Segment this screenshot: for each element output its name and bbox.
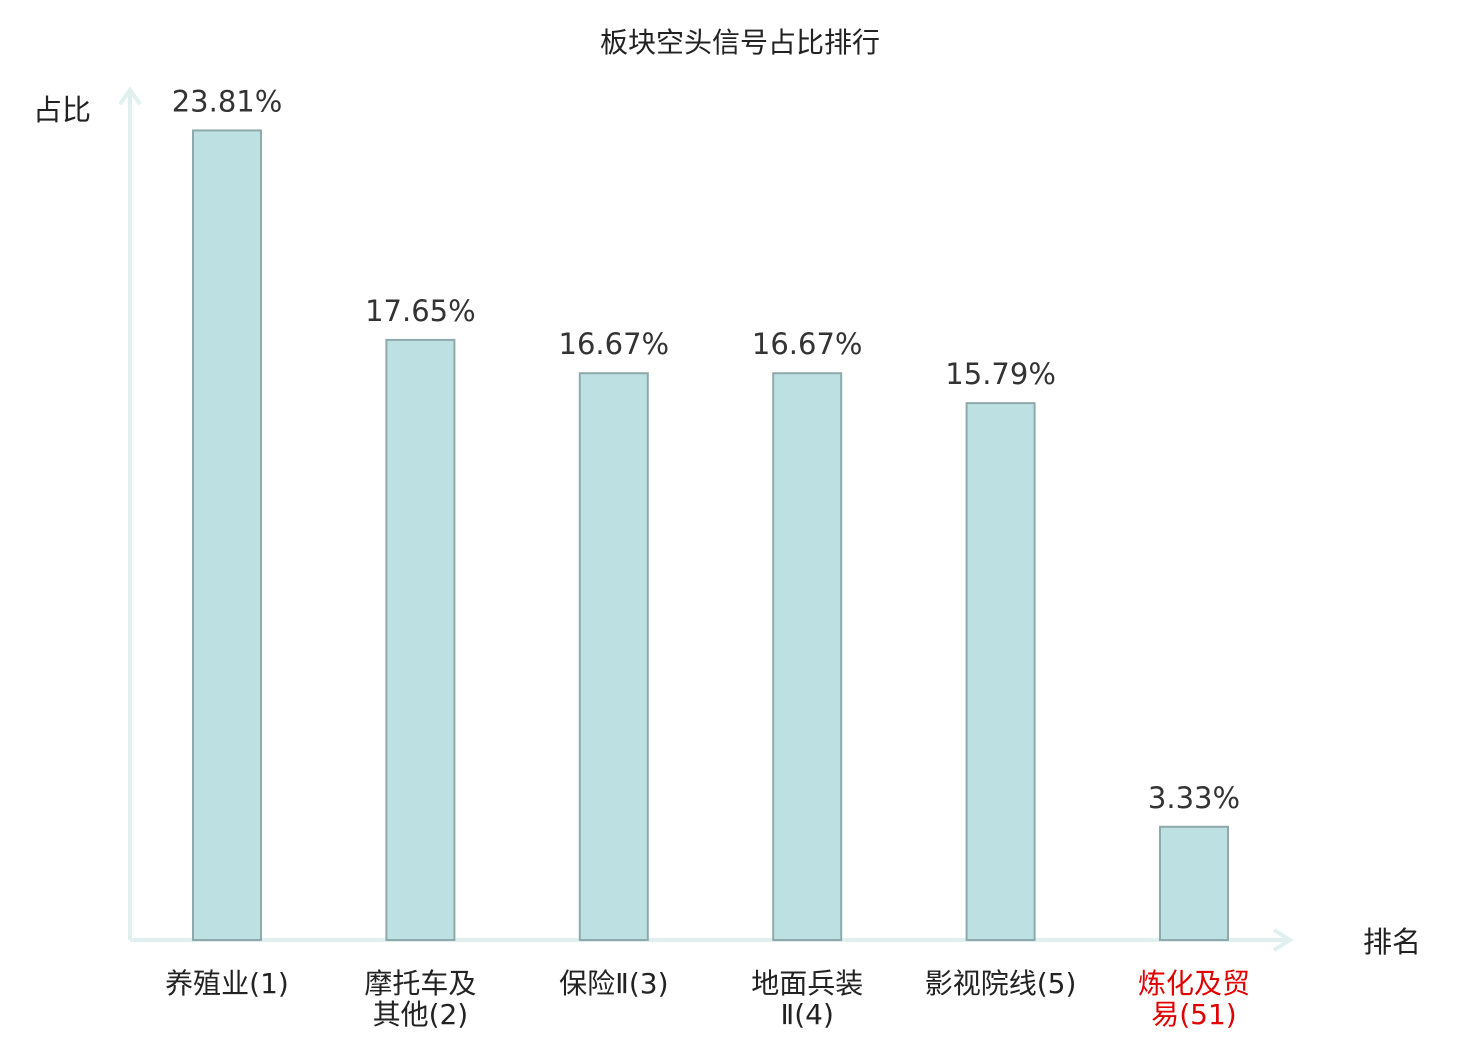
category-label-line: 炼化及贸 bbox=[1138, 967, 1250, 1000]
bars-group bbox=[192, 129, 1229, 942]
category-label-line: 摩托车及 bbox=[364, 967, 476, 1000]
category-labels-group: 养殖业(1) 摩托车及其他(2) 保险Ⅱ(3) 地面兵装 Ⅱ(4) 影视院线(5) 炼化及贸… bbox=[165, 967, 1250, 1031]
category-label-line: 易(51) bbox=[1151, 998, 1236, 1031]
bar bbox=[965, 402, 1036, 941]
value-label: 16.67% bbox=[752, 327, 863, 361]
category-label: 影视院线(5) bbox=[925, 967, 1077, 1000]
bar bbox=[578, 372, 649, 942]
category-label-line: 养殖业(1) bbox=[165, 967, 289, 1000]
category-label-line: 影视院线(5) bbox=[925, 967, 1077, 1000]
category-label: 养殖业(1) bbox=[165, 967, 289, 1000]
category-label-highlighted: 炼化及贸易(51) bbox=[1138, 967, 1250, 1031]
value-label: 17.65% bbox=[365, 294, 476, 328]
chart-title: 板块空头信号占比排行 bbox=[600, 26, 880, 59]
category-label-line: 保险Ⅱ(3) bbox=[559, 967, 668, 1000]
value-label: 23.81% bbox=[172, 84, 283, 118]
bar bbox=[192, 129, 262, 941]
bar bbox=[772, 372, 843, 942]
value-label: 16.67% bbox=[559, 327, 670, 361]
category-label: 保险Ⅱ(3) bbox=[559, 967, 668, 1000]
y-axis-arrow bbox=[118, 86, 142, 106]
category-label-line: 其他(2) bbox=[373, 998, 469, 1031]
category-label-line: Ⅱ(4) bbox=[780, 998, 833, 1031]
x-axis-label: 排名 bbox=[1363, 925, 1421, 959]
category-label: 摩托车及其他(2) bbox=[364, 967, 476, 1031]
bar bbox=[385, 338, 456, 941]
value-labels-group: 23.81% 17.65% 16.67% 16.67% 15.79% 3.33% bbox=[172, 84, 1240, 814]
value-label: 15.79% bbox=[945, 357, 1056, 391]
category-label: 地面兵装 Ⅱ(4) bbox=[751, 967, 863, 1031]
bar bbox=[1159, 825, 1229, 942]
y-axis-label: 占比 bbox=[33, 93, 91, 127]
x-axis-arrow bbox=[1272, 928, 1294, 952]
category-label-line: 地面兵装 bbox=[751, 967, 863, 1000]
value-label: 3.33% bbox=[1148, 781, 1240, 815]
